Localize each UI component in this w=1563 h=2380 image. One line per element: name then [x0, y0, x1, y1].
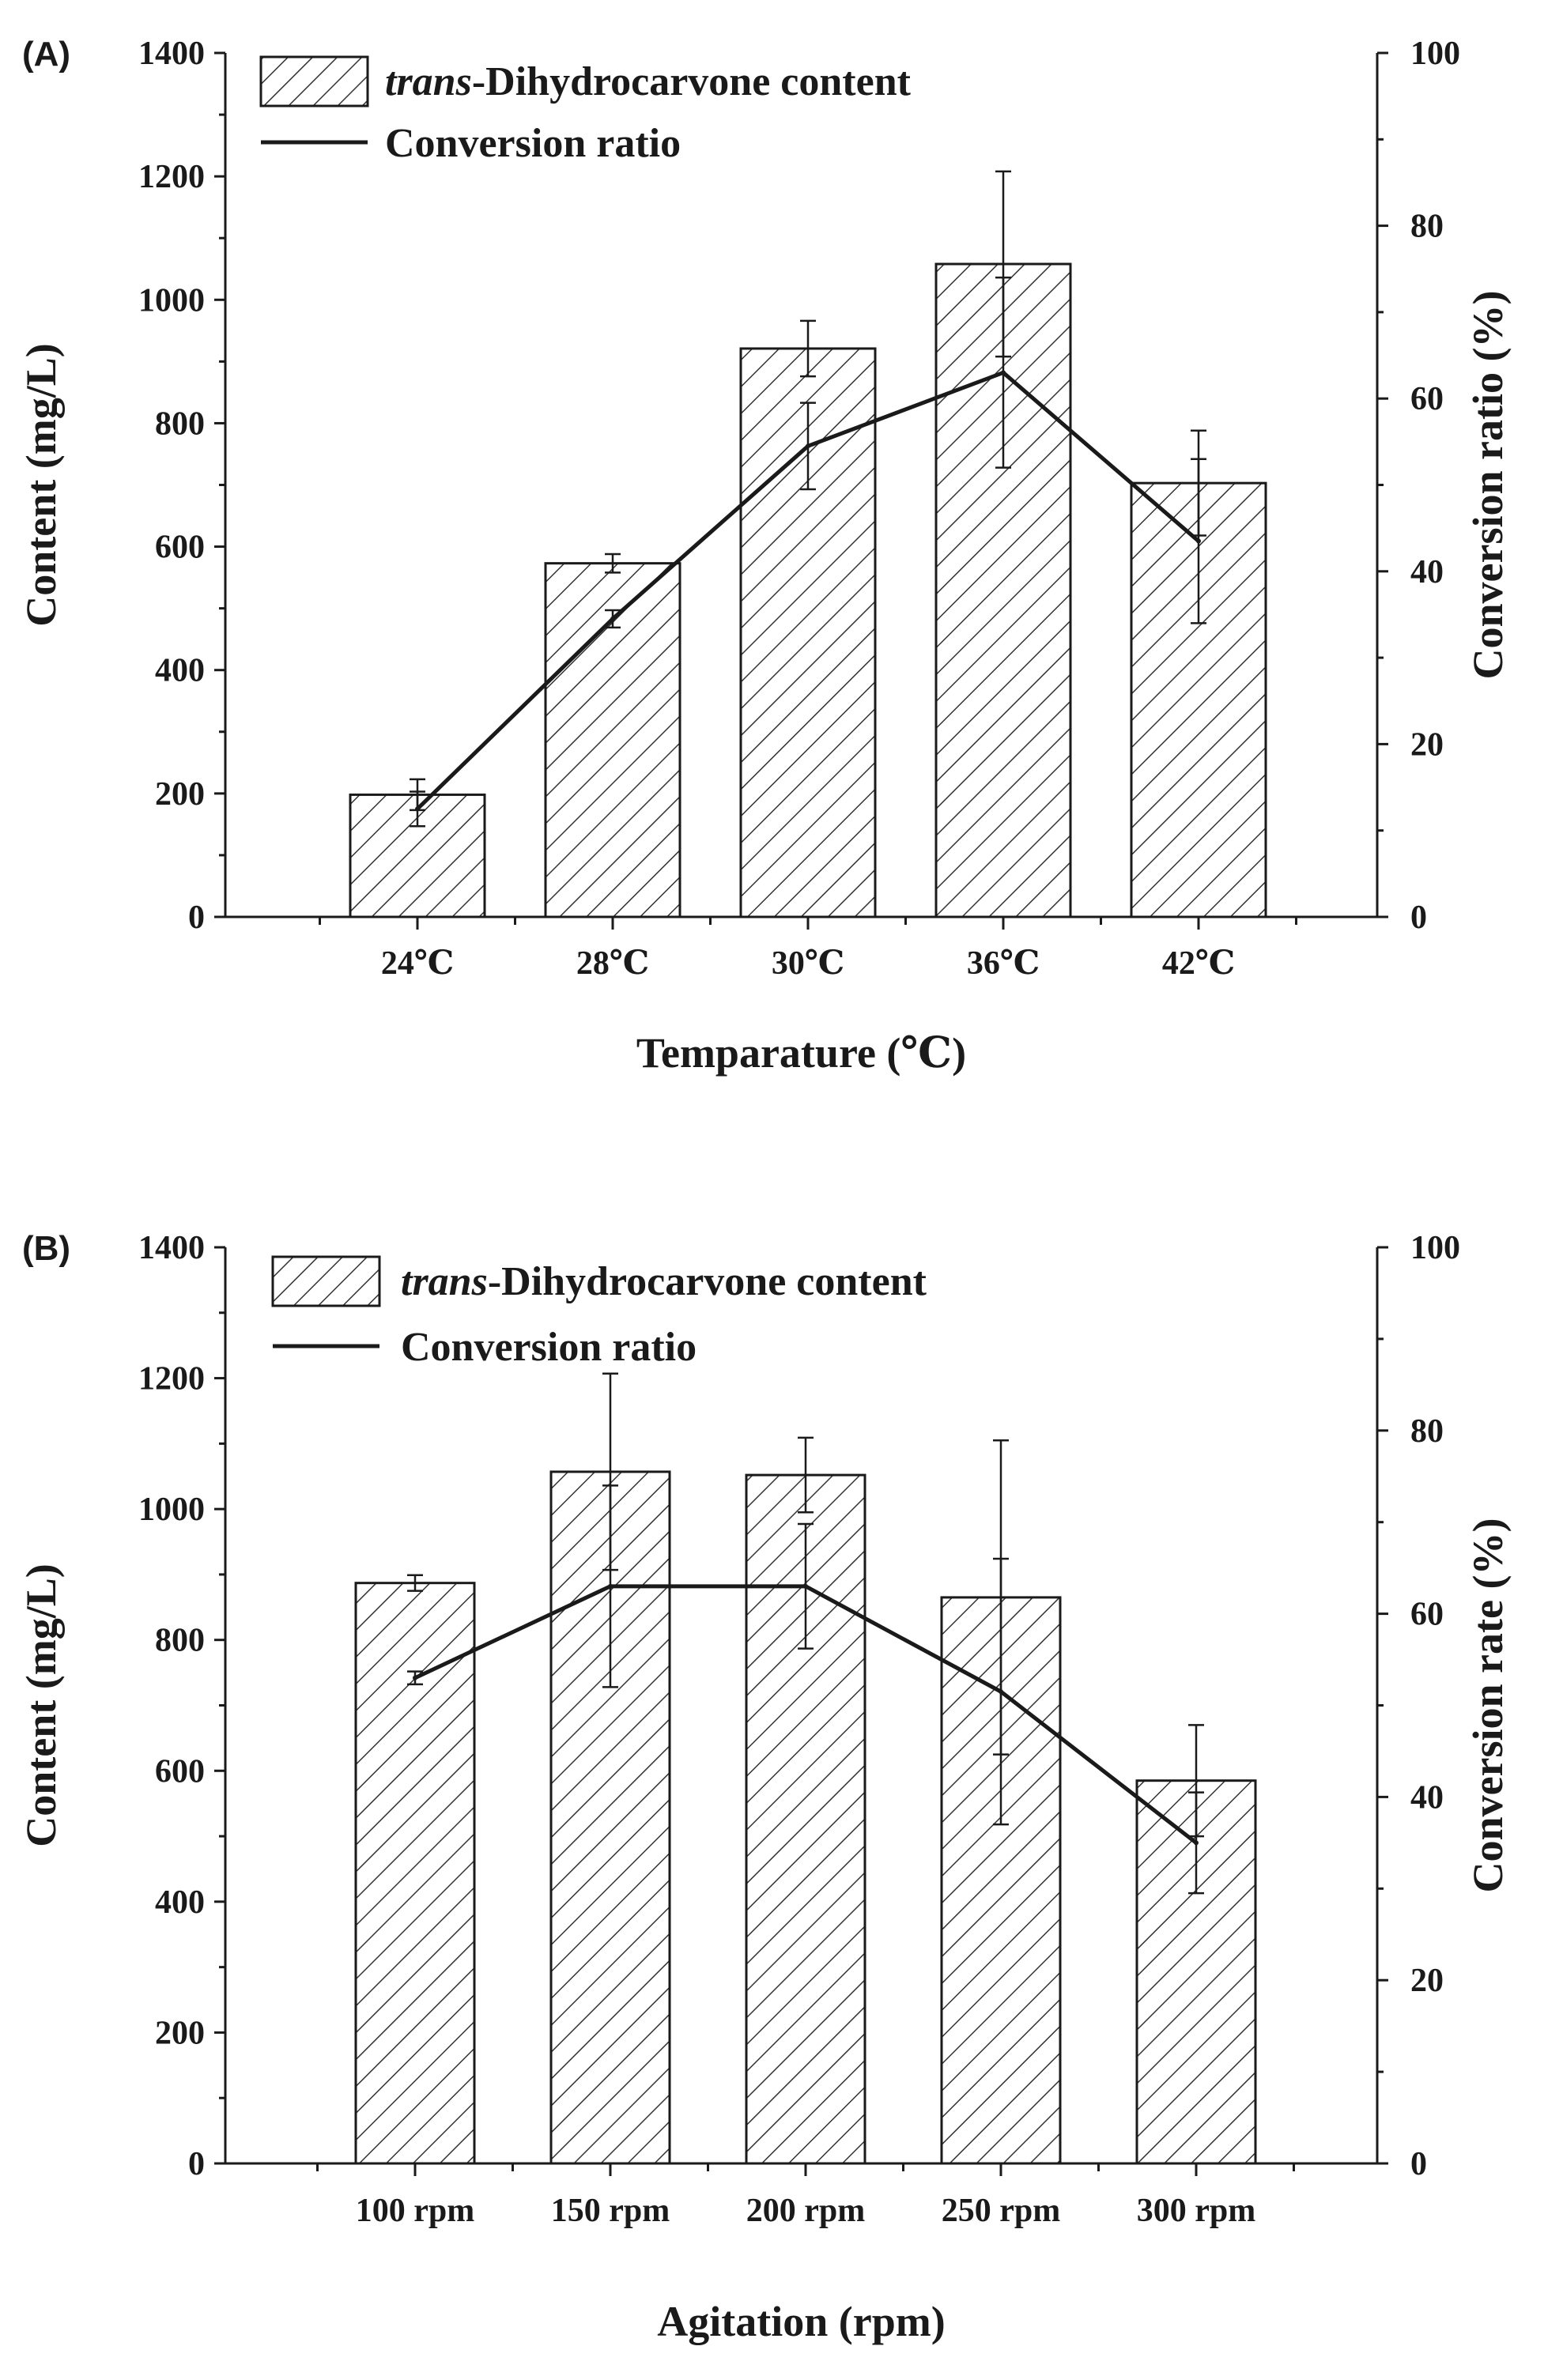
- left-y-tick-label: 200: [155, 2015, 205, 2051]
- line-point: [1196, 538, 1201, 544]
- x-tick-label: 200 rpm: [746, 2193, 866, 2229]
- left-y-tick-label: 0: [188, 900, 205, 936]
- right-y-tick-label: 20: [1410, 1963, 1444, 1999]
- panel-label: (B): [22, 1229, 70, 1268]
- legend-bar-label-rest: -Dihydrocarvone content: [488, 1259, 927, 1304]
- x-tick-label: 250 rpm: [942, 2193, 1061, 2229]
- x-tick-label: 300 rpm: [1137, 2193, 1256, 2229]
- line-point: [608, 1583, 613, 1589]
- legend-bar-label-rest: -Dihydrocarvone content: [472, 59, 912, 104]
- x-tick-label: 100 rpm: [356, 2193, 475, 2229]
- right-y-tick-label: 80: [1410, 1413, 1444, 1450]
- chart-panels: (A)0200400600800100012001400020406080100…: [17, 35, 1512, 2345]
- bar-error-bar: [407, 1574, 423, 1592]
- left-y-tick-label: 400: [155, 653, 205, 689]
- right-y-tick-label: 40: [1410, 554, 1444, 590]
- right-y-tick-label: 20: [1410, 726, 1444, 763]
- chart-panel-a: (A) 0 200 400 600 800 1000 1200 1400 0 20 40 60 80 100…: [17, 35, 1512, 1077]
- x-tick-label: 150 rpm: [551, 2193, 670, 2229]
- left-y-axis-title: Content (mg/L): [17, 1563, 65, 1846]
- legend-bar-label: trans-Dihydrocarvone content: [401, 1259, 927, 1304]
- panel-label: (A): [22, 35, 70, 74]
- left-y-tick-label: 1400: [138, 36, 205, 72]
- left-y-tick-label: 1200: [138, 159, 205, 195]
- line-point: [803, 1583, 808, 1589]
- left-y-tick-label: 1000: [138, 282, 205, 319]
- legend: trans-Dihydrocarvone content Conversion r…: [259, 55, 912, 166]
- legend: trans-Dihydrocarvone content Conversion r…: [271, 1255, 927, 1370]
- legend-line-label: Conversion ratio: [401, 1325, 697, 1370]
- left-y-tick-label: 0: [188, 2146, 205, 2182]
- bar-error-bar: [798, 1436, 814, 1514]
- line-point: [999, 1689, 1003, 1695]
- left-y-tick-label: 600: [155, 1753, 205, 1790]
- line-point: [806, 443, 810, 449]
- left-y-tick-label: 800: [155, 405, 205, 442]
- legend-bar-label-italic: trans: [385, 59, 472, 104]
- bar-error-bar: [605, 553, 621, 574]
- right-y-tick-label: 100: [1410, 1230, 1460, 1266]
- right-y-axis-title: Conversion rate (%): [1464, 1518, 1512, 1893]
- right-y-tick-label: 0: [1410, 900, 1427, 936]
- x-tick-label: 24℃: [381, 945, 454, 982]
- legend-bar-swatch: [259, 55, 369, 107]
- left-y-tick-label: 600: [155, 530, 205, 566]
- x-tick-label: 42℃: [1162, 945, 1235, 982]
- right-y-tick-label: 0: [1410, 2146, 1427, 2182]
- right-y-tick-label: 60: [1410, 381, 1444, 417]
- legend-line-label: Conversion ratio: [385, 121, 681, 166]
- left-y-axis-title: Content (mg/L): [17, 343, 65, 626]
- x-axis-title: Temparature (℃): [636, 1029, 966, 1077]
- left-y-tick-label: 1200: [138, 1361, 205, 1397]
- line-point: [1001, 370, 1006, 375]
- line-point: [415, 806, 420, 812]
- right-y-tick-label: 60: [1410, 1597, 1444, 1633]
- legend-bar-label-italic: trans: [401, 1259, 488, 1304]
- legend-bar-swatch: [271, 1255, 381, 1307]
- left-y-tick-label: 1400: [138, 1230, 205, 1266]
- right-y-tick-label: 80: [1410, 209, 1444, 245]
- right-y-tick-label: 40: [1410, 1779, 1444, 1816]
- right-y-axis-title: Conversion ratio (%): [1464, 291, 1512, 680]
- line-point: [1194, 1840, 1199, 1846]
- left-y-tick-label: 1000: [138, 1492, 205, 1528]
- left-y-tick-label: 800: [155, 1623, 205, 1659]
- line-point: [413, 1675, 417, 1680]
- left-y-tick-label: 200: [155, 776, 205, 813]
- bar-1: [354, 1582, 476, 2165]
- line-point: [610, 616, 615, 621]
- right-y-tick-label: 100: [1410, 36, 1460, 72]
- chart-panel-b: (B) 0 200 400 600 800 1000 1200 1400 0 20 40 60 80 100…: [17, 1229, 1512, 2345]
- bar-error-bar: [800, 319, 816, 378]
- left-y-tick-label: 400: [155, 1884, 205, 1921]
- legend-bar-label: trans-Dihydrocarvone content: [385, 59, 912, 104]
- x-axis-title: Agitation (rpm): [657, 2298, 945, 2345]
- x-tick-label: 28℃: [576, 945, 649, 982]
- x-tick-label: 36℃: [967, 945, 1040, 982]
- x-tick-label: 30℃: [772, 945, 844, 982]
